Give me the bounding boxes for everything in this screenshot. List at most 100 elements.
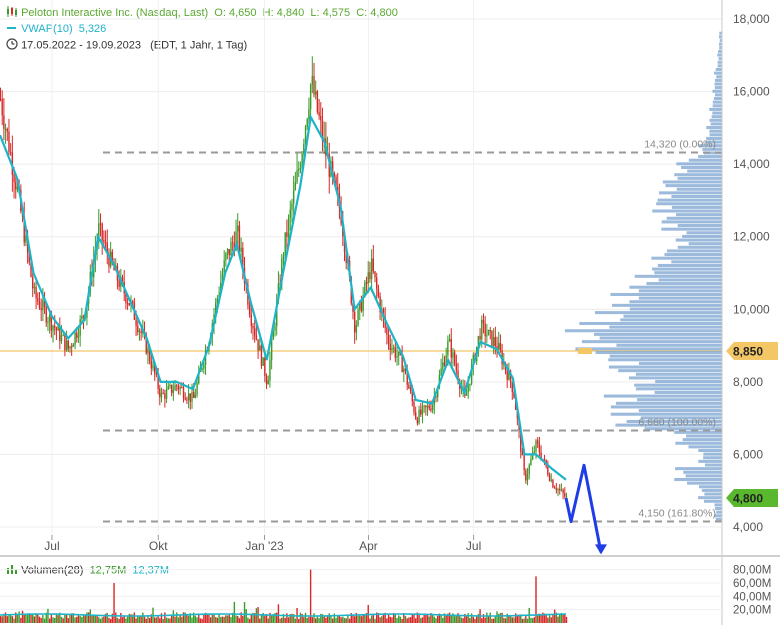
- volume-bar: [403, 613, 405, 623]
- volume-bar: [411, 614, 413, 623]
- volume-bar: [501, 612, 503, 623]
- volume-bar: [445, 614, 447, 623]
- candle-body: [301, 154, 303, 168]
- volume-bar: [494, 616, 497, 623]
- volume-bar: [511, 617, 513, 623]
- volume-bar: [172, 610, 175, 623]
- candle-body: [282, 256, 285, 259]
- profile-bar: [658, 278, 722, 282]
- candle-body: [74, 332, 76, 345]
- candle-body: [8, 131, 10, 152]
- candle-body: [442, 362, 444, 369]
- profile-bar: [671, 260, 722, 264]
- candle-body: [428, 405, 430, 409]
- volume-bar: [379, 617, 381, 623]
- volume-bar: [196, 617, 198, 623]
- volume-bar: [365, 613, 368, 623]
- candle-body: [82, 315, 85, 319]
- volume-bar: [438, 613, 441, 623]
- volume-bar: [486, 612, 488, 623]
- grid: [0, 0, 722, 535]
- current-price-marker: [578, 348, 592, 355]
- volume-bar: [9, 614, 12, 623]
- profile-bar: [714, 93, 722, 97]
- profile-bar: [677, 176, 722, 180]
- candle-body: [25, 235, 27, 243]
- candle-body: [408, 384, 410, 389]
- volume-tick-label: 40,00M: [733, 591, 771, 603]
- candle-body: [135, 319, 137, 326]
- candle-body: [452, 352, 454, 358]
- candle-body: [379, 296, 381, 312]
- volume-value-1: 12,75M: [89, 564, 127, 577]
- candle-body: [215, 302, 217, 315]
- volume-bar: [121, 617, 124, 623]
- profile-bar: [676, 162, 722, 166]
- profile-bar: [681, 165, 722, 169]
- candle-body: [494, 337, 497, 346]
- candle-body: [170, 384, 173, 393]
- volume-bar: [333, 613, 336, 623]
- volume-bar: [406, 618, 408, 623]
- y-tick-label: 4,000: [733, 520, 763, 534]
- volume-bar: [552, 614, 554, 623]
- volume-bar: [281, 617, 283, 623]
- volume-bar: [437, 615, 439, 623]
- volume-bar: [514, 613, 517, 623]
- volume-bar: [352, 615, 354, 623]
- volume-bar: [208, 614, 210, 623]
- candle-body: [369, 272, 371, 280]
- volume-bar: [477, 613, 480, 623]
- y-tick-label: 10,000: [733, 302, 770, 316]
- vwap-label: VWAP(10): [21, 22, 73, 35]
- volume-bar: [3, 613, 5, 623]
- volume-bar: [169, 618, 171, 623]
- volume-bar: [489, 612, 491, 623]
- volume-bar: [448, 612, 451, 623]
- candle-body: [562, 489, 564, 494]
- profile-bar: [628, 376, 722, 380]
- candle-body: [257, 339, 259, 351]
- candle-body: [126, 303, 129, 305]
- volume-bar: [381, 616, 383, 623]
- profile-bar: [705, 140, 722, 144]
- candle-body: [50, 315, 53, 331]
- volume-bar: [26, 614, 29, 623]
- profile-bar: [688, 445, 722, 449]
- volume-bar: [262, 612, 264, 623]
- volume-bar: [150, 614, 153, 623]
- profile-bar: [715, 78, 722, 82]
- candle-body: [498, 342, 500, 350]
- profile-bar: [698, 485, 722, 489]
- candle-body: [177, 386, 180, 390]
- candle-body: [101, 223, 103, 241]
- volume-bar: [240, 612, 242, 623]
- candle-body: [108, 253, 110, 267]
- candle-body: [79, 319, 81, 336]
- profile-bar: [610, 405, 722, 409]
- candle-body: [23, 216, 25, 243]
- profile-bar: [719, 46, 722, 50]
- volume-bar: [160, 613, 163, 623]
- volume-bar: [369, 618, 371, 623]
- candle-body: [560, 489, 563, 491]
- volume-bar: [147, 615, 149, 623]
- profile-bar: [677, 224, 722, 228]
- volume-bar: [492, 618, 495, 623]
- profile-bar: [629, 307, 722, 311]
- volume-bar: [174, 616, 176, 623]
- volume-bar: [309, 569, 312, 623]
- volume-bar: [137, 616, 139, 623]
- volume-bar: [101, 617, 103, 623]
- candle-body: [186, 399, 188, 401]
- volume-bar: [74, 617, 76, 623]
- candle-body: [0, 98, 2, 100]
- candle-body: [331, 161, 334, 174]
- volume-bar: [408, 617, 410, 623]
- profile-bar: [638, 296, 722, 300]
- volume-bar: [387, 613, 390, 623]
- volume-bar: [238, 618, 241, 623]
- candle-body: [99, 223, 102, 225]
